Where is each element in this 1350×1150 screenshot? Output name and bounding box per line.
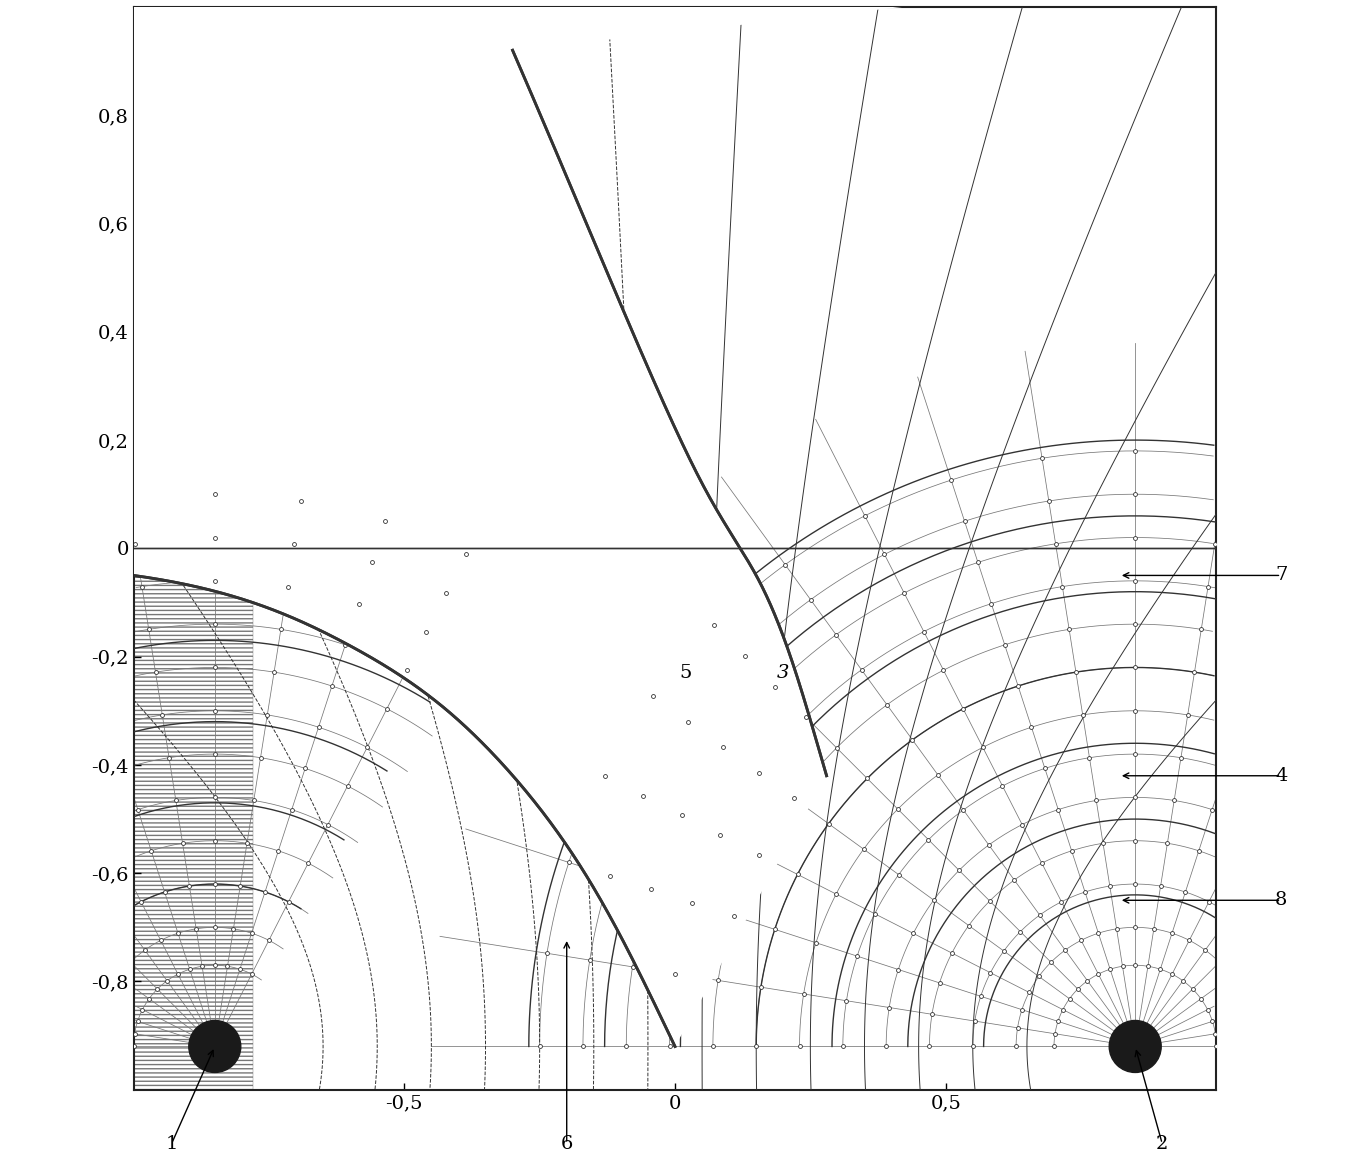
Text: 3: 3 [778, 664, 790, 682]
Text: 4: 4 [1276, 767, 1288, 784]
Text: 8: 8 [1276, 891, 1288, 910]
Text: 6: 6 [560, 1135, 572, 1150]
Circle shape [189, 1020, 240, 1073]
Text: 7: 7 [1276, 567, 1288, 584]
Text: 2: 2 [1156, 1135, 1169, 1150]
Polygon shape [134, 7, 902, 1047]
Text: 5: 5 [679, 664, 693, 682]
Text: 1: 1 [165, 1135, 178, 1150]
Circle shape [1110, 1020, 1161, 1073]
